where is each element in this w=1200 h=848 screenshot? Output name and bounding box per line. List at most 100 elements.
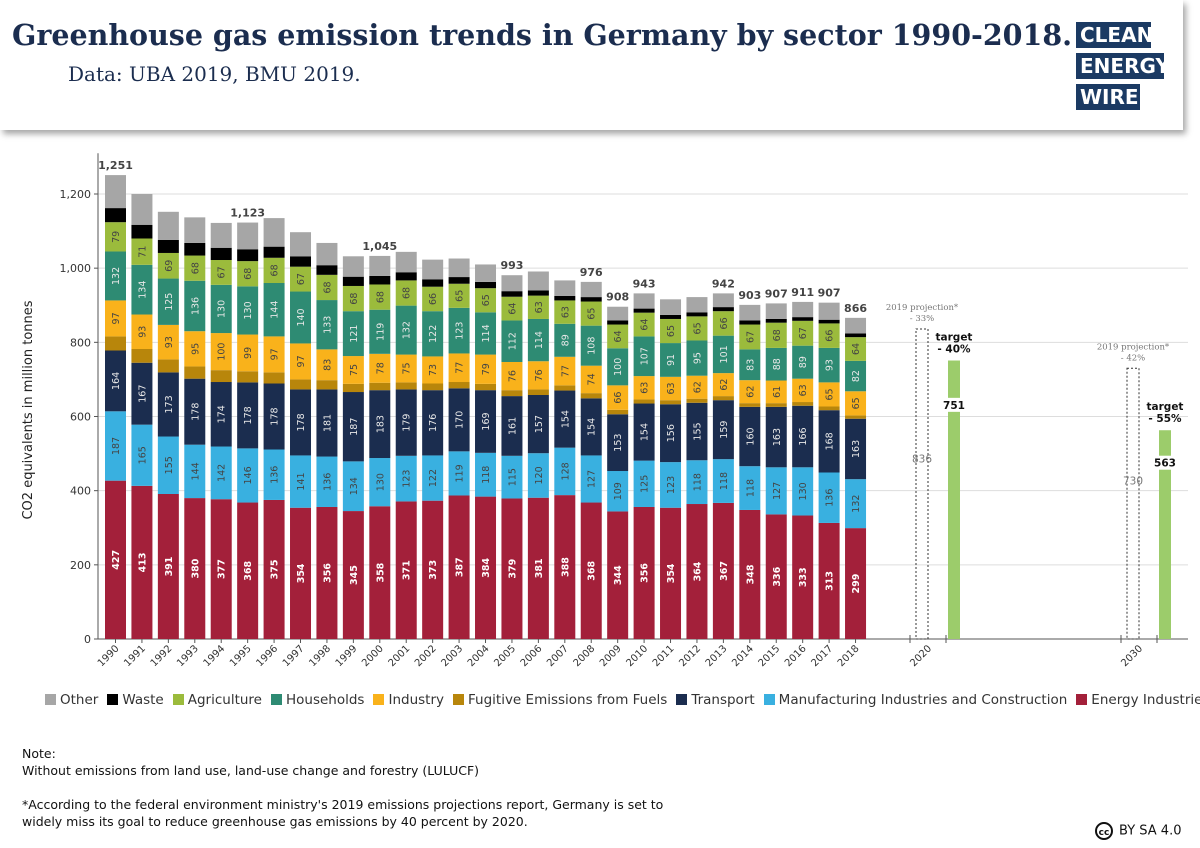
data-label: 118 [719,472,730,490]
data-label: 114 [481,324,492,342]
bar-segment [422,383,444,391]
data-label: 160 [745,427,756,445]
data-label: 127 [772,482,783,500]
data-label: 67 [745,331,756,343]
bar-segment [633,293,655,309]
bar-segment [475,288,497,313]
bar-segment [237,286,259,335]
bar-segment [739,380,761,404]
data-label: 125 [164,293,175,311]
bar-segment [263,218,285,247]
data-label: 121 [349,325,360,343]
bar-segment [342,285,364,312]
bar-segment [157,372,179,437]
target-value-label: 563 [1154,458,1176,470]
data-label: 62 [692,381,703,393]
bar-segment [660,400,682,405]
data-label: 159 [719,421,730,439]
bar-segment [105,175,126,209]
target-pct: - 40% [937,344,971,356]
data-label: 368 [587,560,598,580]
data-label: 63 [798,384,809,396]
x-tick-label: 1991 [122,643,148,669]
bar-segment [554,495,576,639]
data-label: 313 [825,571,836,591]
bar-segment [607,320,629,325]
data-label: 130 [798,482,809,500]
data-label: 178 [190,403,201,421]
data-label: 146 [243,466,254,484]
bar-segment [157,359,179,373]
bar-segment [607,409,629,415]
data-label: 153 [613,434,624,452]
data-label: 115 [507,468,518,486]
data-label: 163 [772,428,783,446]
note: Note: Without emissions from land use, l… [22,745,663,830]
bar-segment [712,311,734,336]
header: Greenhouse gas emission trends in German… [0,0,1200,138]
data-label: 368 [243,560,254,580]
y-tick-label: 600 [70,411,91,424]
bar-segment [475,383,497,391]
bar-segment [845,337,867,361]
data-label: 187 [111,437,122,455]
data-label: 89 [798,356,809,368]
bar-segment [475,390,497,453]
total-label: 993 [500,259,523,272]
data-label: 65 [587,308,598,320]
x-tick-label: 2016 [783,643,809,669]
data-label: 112 [507,332,518,350]
total-label: 911 [791,286,814,299]
bar-segment [845,418,867,480]
bar-segment [263,246,285,258]
license-text: BY SA 4.0 [1119,823,1182,839]
bar-segment [501,291,523,297]
data-label: 83 [745,359,756,371]
data-label: 93 [137,326,148,338]
bar-segment [475,496,497,639]
bar-segment [105,251,126,301]
bar-segment [554,390,576,448]
data-label: 97 [111,312,122,324]
bar-segment [316,265,338,275]
bar-segment [184,498,206,639]
bar-segment [712,400,734,460]
legend-item-other: Other [45,692,98,708]
bar-segment [105,411,126,481]
y-tick-label: 1,000 [60,262,92,275]
bar-segment [527,295,549,319]
bar-segment [660,462,682,508]
bar-segment [580,325,602,366]
bar-segment [845,479,867,529]
bar-segment [316,300,338,350]
bar-segment [660,314,682,319]
bar-segment [739,349,761,381]
legend-swatch [676,694,688,705]
data-label: 118 [745,479,756,497]
data-label: 375 [270,560,281,580]
data-label: 68 [349,293,360,305]
bar-segment [184,366,206,379]
data-label: 74 [587,373,598,385]
x-tick-label: 2008 [572,643,598,669]
note-line-projection-1: *According to the federal environment mi… [22,797,664,812]
data-label: 65 [666,325,677,337]
data-label: 68 [402,287,413,299]
bar-segment [818,406,840,411]
bar-segment [342,256,364,277]
data-label: 83 [322,359,333,371]
data-label: 77 [560,365,571,377]
data-label: 66 [428,293,439,305]
data-label: 356 [322,563,333,583]
bar-segment [395,455,417,502]
bar-segment [131,314,153,350]
data-label: 67 [296,273,307,285]
bar-segment [501,361,523,391]
data-label: 68 [322,281,333,293]
bar-segment [316,506,338,639]
bar-segment [660,318,682,344]
legend-swatch [45,694,56,705]
target-bar [948,360,960,639]
legend-item-transport: Transport [676,692,755,708]
data-label: 144 [270,301,281,319]
